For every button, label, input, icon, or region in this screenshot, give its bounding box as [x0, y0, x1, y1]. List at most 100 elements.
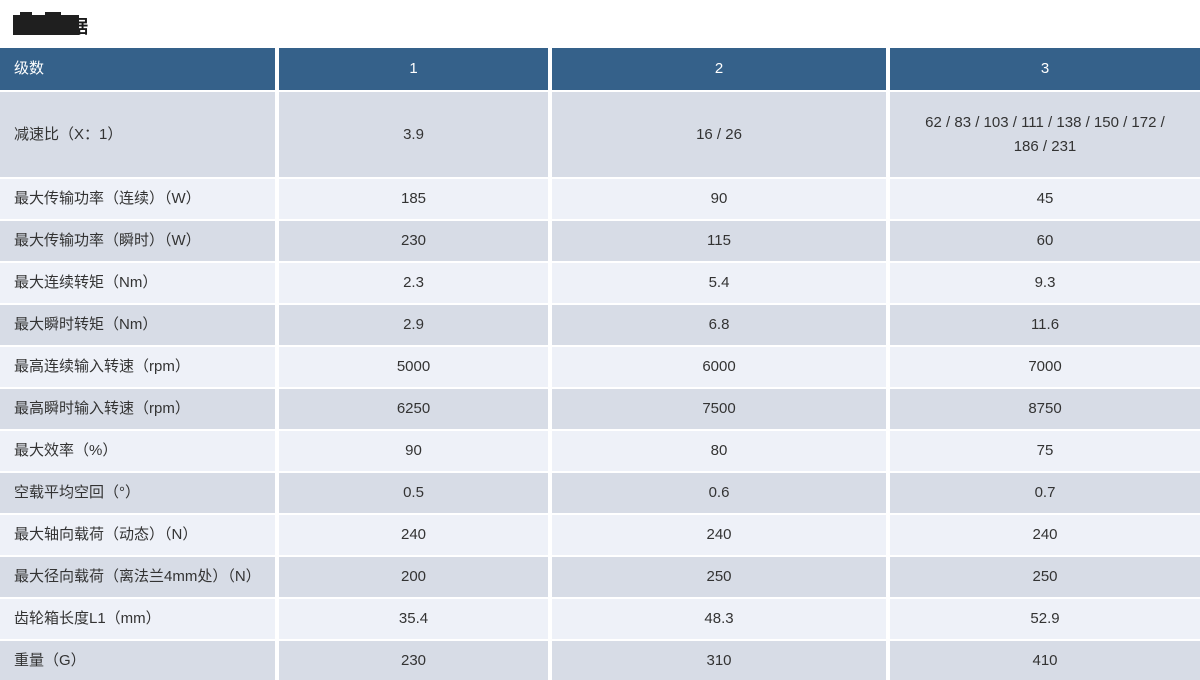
row-value-cell: 7500 [548, 389, 886, 429]
row-value-text: 35.4 [398, 610, 429, 628]
row-value-text: 90 [710, 190, 728, 208]
row-label: 最高连续输入转速（rpm） [14, 358, 190, 376]
row-value-text: 310 [706, 652, 732, 670]
page-title: 据 [0, 0, 1200, 48]
row-value-text: 0.5 [403, 484, 424, 502]
row-label: 最高瞬时输入转速（rpm） [14, 400, 190, 418]
table-row: 最大效率（%） 90 80 75 [0, 429, 1200, 471]
row-value-cell: 9.3 [886, 263, 1200, 303]
title-redaction-bar [13, 12, 79, 35]
table-row: 重量（G） 230 310 410 [0, 639, 1200, 680]
row-value-text: 90 [405, 442, 422, 460]
row-value-cell: 310 [548, 641, 886, 680]
row-value-text: 11.6 [1030, 316, 1060, 334]
row-value-cell: 6.8 [548, 305, 886, 345]
row-value-cell: 0.6 [548, 473, 886, 513]
row-value-cell: 0.7 [886, 473, 1200, 513]
row-label: 最大传输功率（连续）（W） [14, 190, 201, 208]
table-row: 减速比（X：1） 3.9 16 / 26 62 / 83 / 103 / 111 / … [0, 90, 1200, 177]
row-value-text: 410 [1032, 652, 1058, 670]
row-value-text: 2.9 [403, 316, 424, 334]
row-value-cell: 45 [886, 179, 1200, 219]
row-value-cell: 5000 [275, 347, 548, 387]
row-value-cell: 16 / 26 [548, 92, 886, 177]
row-value-cell: 90 [548, 179, 886, 219]
row-value-cell: 2.9 [275, 305, 548, 345]
table-row: 齿轮箱长度L1（mm） 35.4 48.3 52.9 [0, 597, 1200, 639]
table-row: 最大轴向载荷（动态）（N） 240 240 240 [0, 513, 1200, 555]
row-value-cell: 75 [886, 431, 1200, 471]
row-value-cell: 2.3 [275, 263, 548, 303]
row-value-cell: 3.9 [275, 92, 548, 177]
row-value-text: 45 [1036, 190, 1054, 208]
table-row: 最高连续输入转速（rpm） 5000 6000 7000 [0, 345, 1200, 387]
table-row: 空载平均空回（°） 0.5 0.6 0.7 [0, 471, 1200, 513]
row-value-text: 8750 [1028, 400, 1062, 418]
row-value-cell: 115 [548, 221, 886, 261]
row-value-cell: 250 [886, 557, 1200, 597]
row-value-text: 6.8 [708, 316, 730, 334]
row-value-cell: 230 [275, 641, 548, 680]
row-label: 重量（G） [14, 652, 86, 670]
row-value-text: 250 [1032, 568, 1058, 586]
row-value-text: 5000 [396, 358, 431, 376]
row-value-cell: 185 [275, 179, 548, 219]
row-value-text: 16 / 26 [696, 125, 742, 143]
row-value-text: 0.7 [1034, 484, 1056, 502]
row-value-cell: 240 [548, 515, 886, 555]
row-value-text: 5.4 [708, 274, 730, 292]
row-value-text: 52.9 [1030, 610, 1060, 628]
row-value-cell: 250 [548, 557, 886, 597]
row-label: 减速比（X：1） [14, 125, 123, 143]
row-value-cell: 0.5 [275, 473, 548, 513]
row-value-cell: 240 [886, 515, 1200, 555]
row-value-cell: 6250 [275, 389, 548, 429]
row-label: 最大传输功率（瞬时）（W） [14, 232, 201, 250]
row-label: 最大径向载荷（离法兰4mm处）（N） [14, 568, 261, 586]
row-value-cell: 230 [275, 221, 548, 261]
row-label: 齿轮箱长度L1（mm） [14, 610, 161, 628]
row-value-cell: 48.3 [548, 599, 886, 639]
row-value-text: 240 [1032, 526, 1058, 544]
row-value-text: 75 [1036, 442, 1054, 460]
row-value-cell: 7000 [886, 347, 1200, 387]
row-value-cell: 52.9 [886, 599, 1200, 639]
row-value-text: 3.9 [403, 125, 424, 143]
header-column: 1 [275, 48, 548, 90]
row-value-cell: 240 [275, 515, 548, 555]
row-value-cell: 60 [886, 221, 1200, 261]
row-value-cell: 62 / 83 / 103 / 111 / 138 / 150 / 172 / … [886, 92, 1200, 177]
table-row: 最大连续转矩（Nm） 2.3 5.4 9.3 [0, 261, 1200, 303]
table-row: 最大瞬时转矩（Nm） 2.9 6.8 11.6 [0, 303, 1200, 345]
row-value-text: 6000 [702, 358, 736, 376]
row-value-cell: 90 [275, 431, 548, 471]
row-label: 最大瞬时转矩（Nm） [14, 316, 158, 334]
header-column: 2 [548, 48, 886, 90]
row-value-text: 230 [400, 232, 427, 250]
row-label: 空载平均空回（°） [14, 484, 140, 502]
row-value-text: 185 [400, 190, 427, 208]
row-value-text: 80 [710, 442, 728, 460]
table-row: 最大传输功率（瞬时）（W） 230 115 60 [0, 219, 1200, 261]
table-row: 最高瞬时输入转速（rpm） 6250 7500 8750 [0, 387, 1200, 429]
row-value-text: 48.3 [704, 610, 734, 628]
header-column: 3 [886, 48, 1200, 90]
row-label: 最大连续转矩（Nm） [14, 274, 158, 292]
row-label: 最大轴向载荷（动态）（N） [14, 526, 198, 544]
row-value-text: 60 [1036, 232, 1054, 250]
row-value-cell: 35.4 [275, 599, 548, 639]
row-value-text: 240 [400, 526, 427, 544]
row-value-cell: 11.6 [886, 305, 1200, 345]
row-value-text: 115 [707, 232, 731, 250]
row-value-text: 62 / 83 / 103 / 111 / 138 / 150 / 172 / … [925, 114, 1165, 155]
row-value-cell: 5.4 [548, 263, 886, 303]
row-value-cell: 8750 [886, 389, 1200, 429]
row-value-cell: 200 [275, 557, 548, 597]
row-value-text: 240 [706, 526, 732, 544]
row-value-text: 9.3 [1034, 274, 1056, 292]
row-value-text: 0.6 [708, 484, 730, 502]
table-row: 最大传输功率（连续）（W） 185 90 45 [0, 177, 1200, 219]
